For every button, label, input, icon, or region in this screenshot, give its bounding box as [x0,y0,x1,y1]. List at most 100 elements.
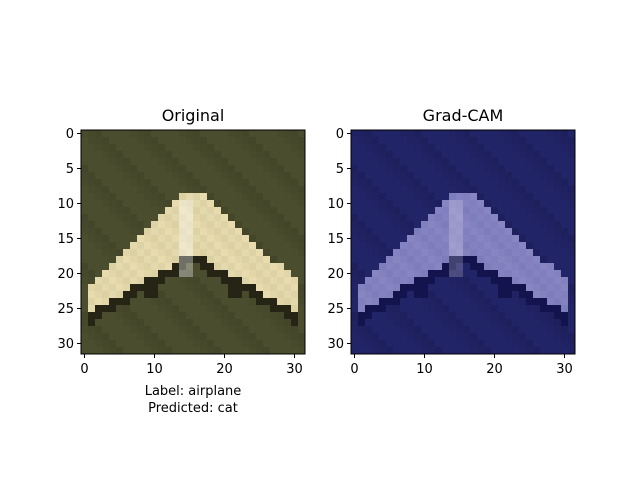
pixel-cell [109,305,116,312]
pixel-cell [193,228,200,235]
pixel-cell [284,172,291,179]
pixel-cell [351,214,358,221]
pixel-cell [200,151,207,158]
pixel-cell [491,165,498,172]
pixel-cell [568,193,575,200]
pixel-cell [407,277,414,284]
pixel-cell [228,214,235,221]
pixel-cell [505,277,512,284]
pixel-cell [568,249,575,256]
pixel-cell [393,291,400,298]
pixel-cell [270,263,277,270]
pixel-cell [249,151,256,158]
pixel-cell [365,179,372,186]
pixel-cell [102,305,109,312]
pixel-cell [221,228,228,235]
pixel-cell [365,284,372,291]
pixel-cell [540,214,547,221]
pixel-cell [256,144,263,151]
pixel-cell [379,207,386,214]
pixel-cell [123,172,130,179]
pixel-cell [193,179,200,186]
pixel-cell [165,249,172,256]
pixel-cell [435,305,442,312]
pixel-cell [491,172,498,179]
pixel-cell [463,137,470,144]
pixel-cell [214,235,221,242]
pixel-cell [379,242,386,249]
pixel-cell [407,179,414,186]
pixel-cell [505,130,512,137]
pixel-cell [484,235,491,242]
image-original [81,130,305,354]
pixel-cell [561,284,568,291]
pixel-cell [491,319,498,326]
pixel-cell [130,242,137,249]
pixel-cell [109,158,116,165]
pixel-cell [519,151,526,158]
pixel-cell [256,270,263,277]
pixel-cell [449,179,456,186]
pixel-cell [414,270,421,277]
pixel-cell [172,263,179,270]
pixel-cell [365,193,372,200]
pixel-cell [249,235,256,242]
pixel-cell [200,291,207,298]
pixel-cell [435,235,442,242]
pixel-cell [477,347,484,354]
pixel-cell [158,242,165,249]
pixel-cell [498,179,505,186]
pixel-cell [414,277,421,284]
pixel-cell [200,284,207,291]
pixel-cell [463,200,470,207]
pixel-cell [172,249,179,256]
pixel-cell [554,179,561,186]
pixel-cell [470,347,477,354]
pixel-cell [95,235,102,242]
pixel-cell [193,249,200,256]
pixel-cell [554,305,561,312]
pixel-cell [242,228,249,235]
pixel-cell [207,298,214,305]
pixel-cell [456,137,463,144]
pixel-cell [102,200,109,207]
pixel-cell [526,207,533,214]
pixel-cell [547,298,554,305]
pixel-cell [214,298,221,305]
axes-frame-gradcam [350,129,576,355]
pixel-cell [456,256,463,263]
pixel-cell [379,249,386,256]
pixel-cell [228,284,235,291]
pixel-cell [365,137,372,144]
pixel-cell [256,298,263,305]
pixel-cell [130,263,137,270]
pixel-cell [95,186,102,193]
pixel-cell [456,277,463,284]
pixel-cell [88,228,95,235]
pixel-cell [414,137,421,144]
pixel-cell [95,277,102,284]
pixel-cell [207,256,214,263]
pixel-cell [519,284,526,291]
pixel-cell [207,151,214,158]
pixel-cell [554,221,561,228]
pixel-cell [95,228,102,235]
pixel-cell [526,200,533,207]
pixel-cell [414,256,421,263]
pixel-cell [144,249,151,256]
pixel-cell [477,200,484,207]
pixel-cell [298,193,305,200]
pixel-cell [393,214,400,221]
pixel-cell [88,298,95,305]
pixel-cell [256,263,263,270]
pixel-cell [102,347,109,354]
pixel-cell [200,228,207,235]
pixel-cell [365,291,372,298]
pixel-cell [151,137,158,144]
x-tick-label: 20 [216,362,233,377]
pixel-cell [526,340,533,347]
x-tick-label: 20 [486,362,503,377]
pixel-cell [463,193,470,200]
pixel-cell [165,347,172,354]
pixel-cell [263,158,270,165]
